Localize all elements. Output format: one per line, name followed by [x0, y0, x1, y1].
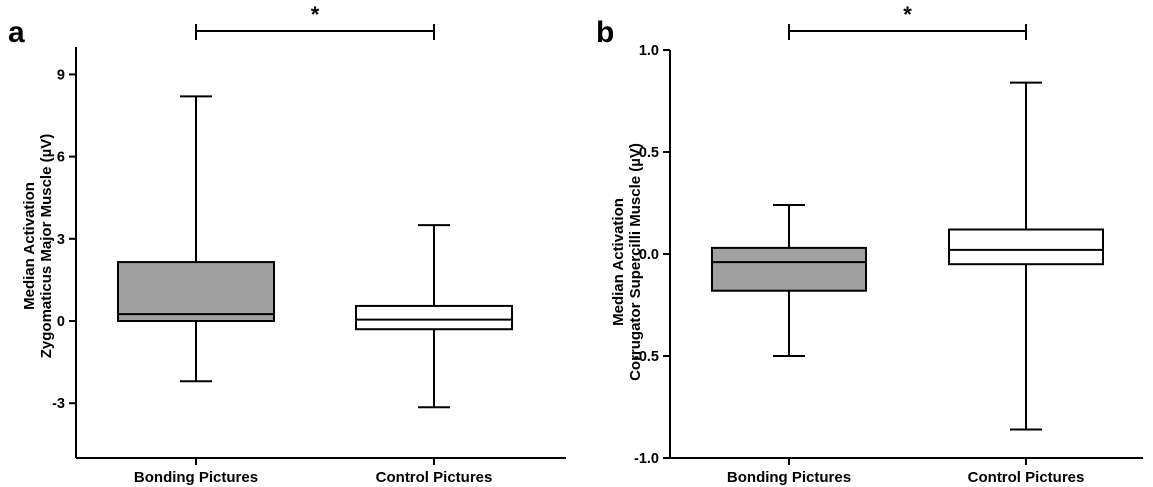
y-axis-label-line: Zygomaticus Major Muscle (µV) [38, 134, 55, 359]
box-control [355, 224, 513, 409]
panel-label: a [8, 16, 25, 49]
y-tick-label: 0.0 [639, 247, 659, 263]
iqr-box [117, 261, 275, 322]
box-bonding [117, 95, 275, 383]
y-tick-label: -1.0 [634, 451, 659, 467]
y-tick-label: -3 [52, 396, 65, 412]
iqr-box [948, 228, 1104, 266]
box-bonding [711, 204, 867, 357]
box-control [948, 81, 1104, 431]
y-tick-label: 9 [57, 67, 65, 83]
y-axis-label-line: Median Activation [610, 198, 627, 326]
panel-label: b [596, 16, 614, 49]
x-category-label: Bonding Pictures [727, 469, 851, 486]
x-category-label: Control Pictures [376, 469, 493, 486]
y-tick-label: 6 [57, 150, 65, 166]
x-category-label: Bonding Pictures [134, 469, 258, 486]
y-tick-label: 1.0 [639, 43, 659, 59]
y-axis-label-line: Corrugator Supercilli Muscle (µV) [627, 143, 644, 381]
y-tick-label: 0 [57, 314, 65, 330]
y-tick-label: -0.5 [634, 349, 659, 365]
x-category-label: Control Pictures [968, 469, 1085, 486]
y-tick-label: 0.5 [639, 145, 659, 161]
y-axis-label: Median ActivationCorrugator Supercilli M… [610, 143, 644, 381]
iqr-box [711, 246, 867, 292]
chart-panel-a: a 9 6 3 0 -3 Bonding Pictures Control Pictures M… [8, 2, 566, 486]
iqr-box [355, 304, 513, 331]
y-axis-label: Median ActivationZygomaticus Major Muscl… [21, 134, 55, 359]
chart-panel-b: b 1.0 0.5 0.0 -0.5 -1.0 Bonding Pictures Contro… [596, 2, 1143, 486]
y-axis-label-line: Median Activation [21, 182, 38, 310]
y-tick-label: 3 [57, 232, 65, 248]
significance-star: * [311, 2, 320, 27]
significance-star: * [903, 2, 912, 27]
